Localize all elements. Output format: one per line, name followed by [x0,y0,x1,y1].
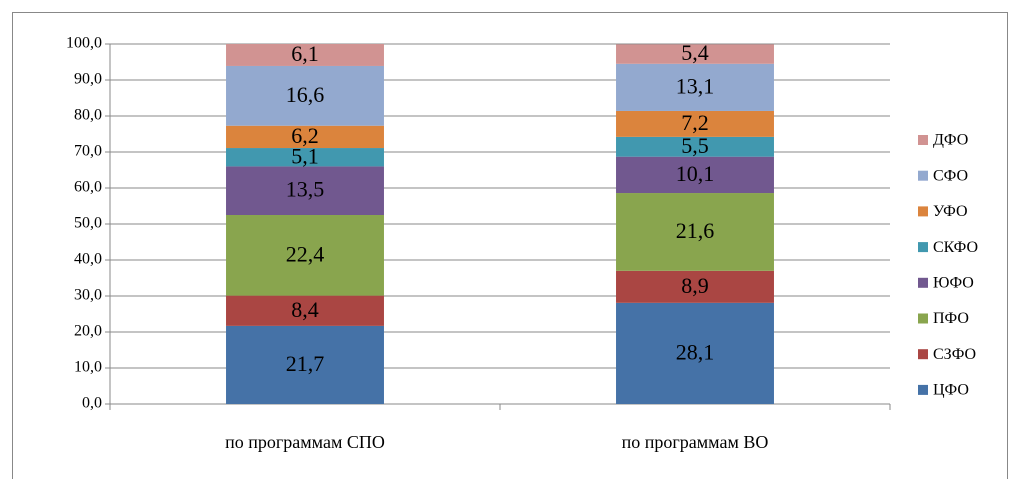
x-tick-label: по программам ВО [622,432,769,452]
y-tick-label: 100,0 [66,35,102,52]
bar-segment [616,302,774,404]
legend-label: СЗФО [933,346,976,363]
data-label: 5,5 [681,133,709,158]
bar-segment [616,63,774,111]
data-label: 13,1 [676,73,715,98]
data-label: 6,1 [291,41,319,66]
y-tick-label: 20,0 [74,323,102,340]
y-tick-label: 90,0 [74,71,102,88]
legend-swatch [918,170,928,181]
legend-label: ДФО [933,132,968,149]
data-label: 10,1 [676,161,715,186]
data-label: 8,9 [681,273,709,298]
bar-segment [226,295,384,326]
legend-label: УФО [933,203,968,220]
bar-segment [616,156,774,194]
data-label: 16,6 [286,82,325,107]
bar-segment [616,136,774,157]
data-label: 13,5 [286,177,325,202]
bar-segment [226,166,384,215]
legend-swatch [918,206,928,217]
bar-segment [226,125,384,149]
data-label: 22,4 [286,241,325,266]
bar-segment [226,325,384,404]
legend-label: СКФО [933,239,978,256]
y-tick-label: 30,0 [74,287,102,304]
y-tick-label: 10,0 [74,359,102,376]
bar-segment [616,270,774,303]
bar-segment [616,193,774,271]
data-label: 6,2 [291,123,319,148]
data-label: 21,6 [676,218,715,243]
y-tick-label: 60,0 [74,179,102,196]
legend-swatch [918,277,928,288]
data-label: 5,4 [681,40,709,65]
legend-label: ЮФО [933,274,974,291]
legend-swatch [918,242,928,253]
y-tick-label: 80,0 [74,107,102,124]
bar-segment [616,44,774,64]
legend-label: ЦФО [933,382,969,399]
chart-frame [12,12,1008,479]
y-tick-label: 40,0 [74,251,102,268]
bar-segment [616,110,774,137]
legend-swatch [918,384,928,395]
bar-segment [226,65,384,126]
bar-segment [226,148,384,167]
data-label: 28,1 [676,339,715,364]
legend-label: ПФО [933,310,969,327]
legend-label: СФО [933,167,968,184]
bar-segment [226,44,384,66]
legend-swatch [918,135,928,145]
data-label: 21,7 [286,351,325,376]
data-label: 7,2 [681,110,709,135]
legend-swatch [918,349,928,360]
x-tick-label: по программам СПО [225,432,385,452]
y-tick-label: 50,0 [74,215,102,232]
legend-swatch [918,313,928,324]
data-label: 8,4 [291,297,319,322]
y-tick-label: 70,0 [74,143,102,160]
bar-segment [226,215,384,296]
y-tick-label: 0,0 [82,395,102,412]
